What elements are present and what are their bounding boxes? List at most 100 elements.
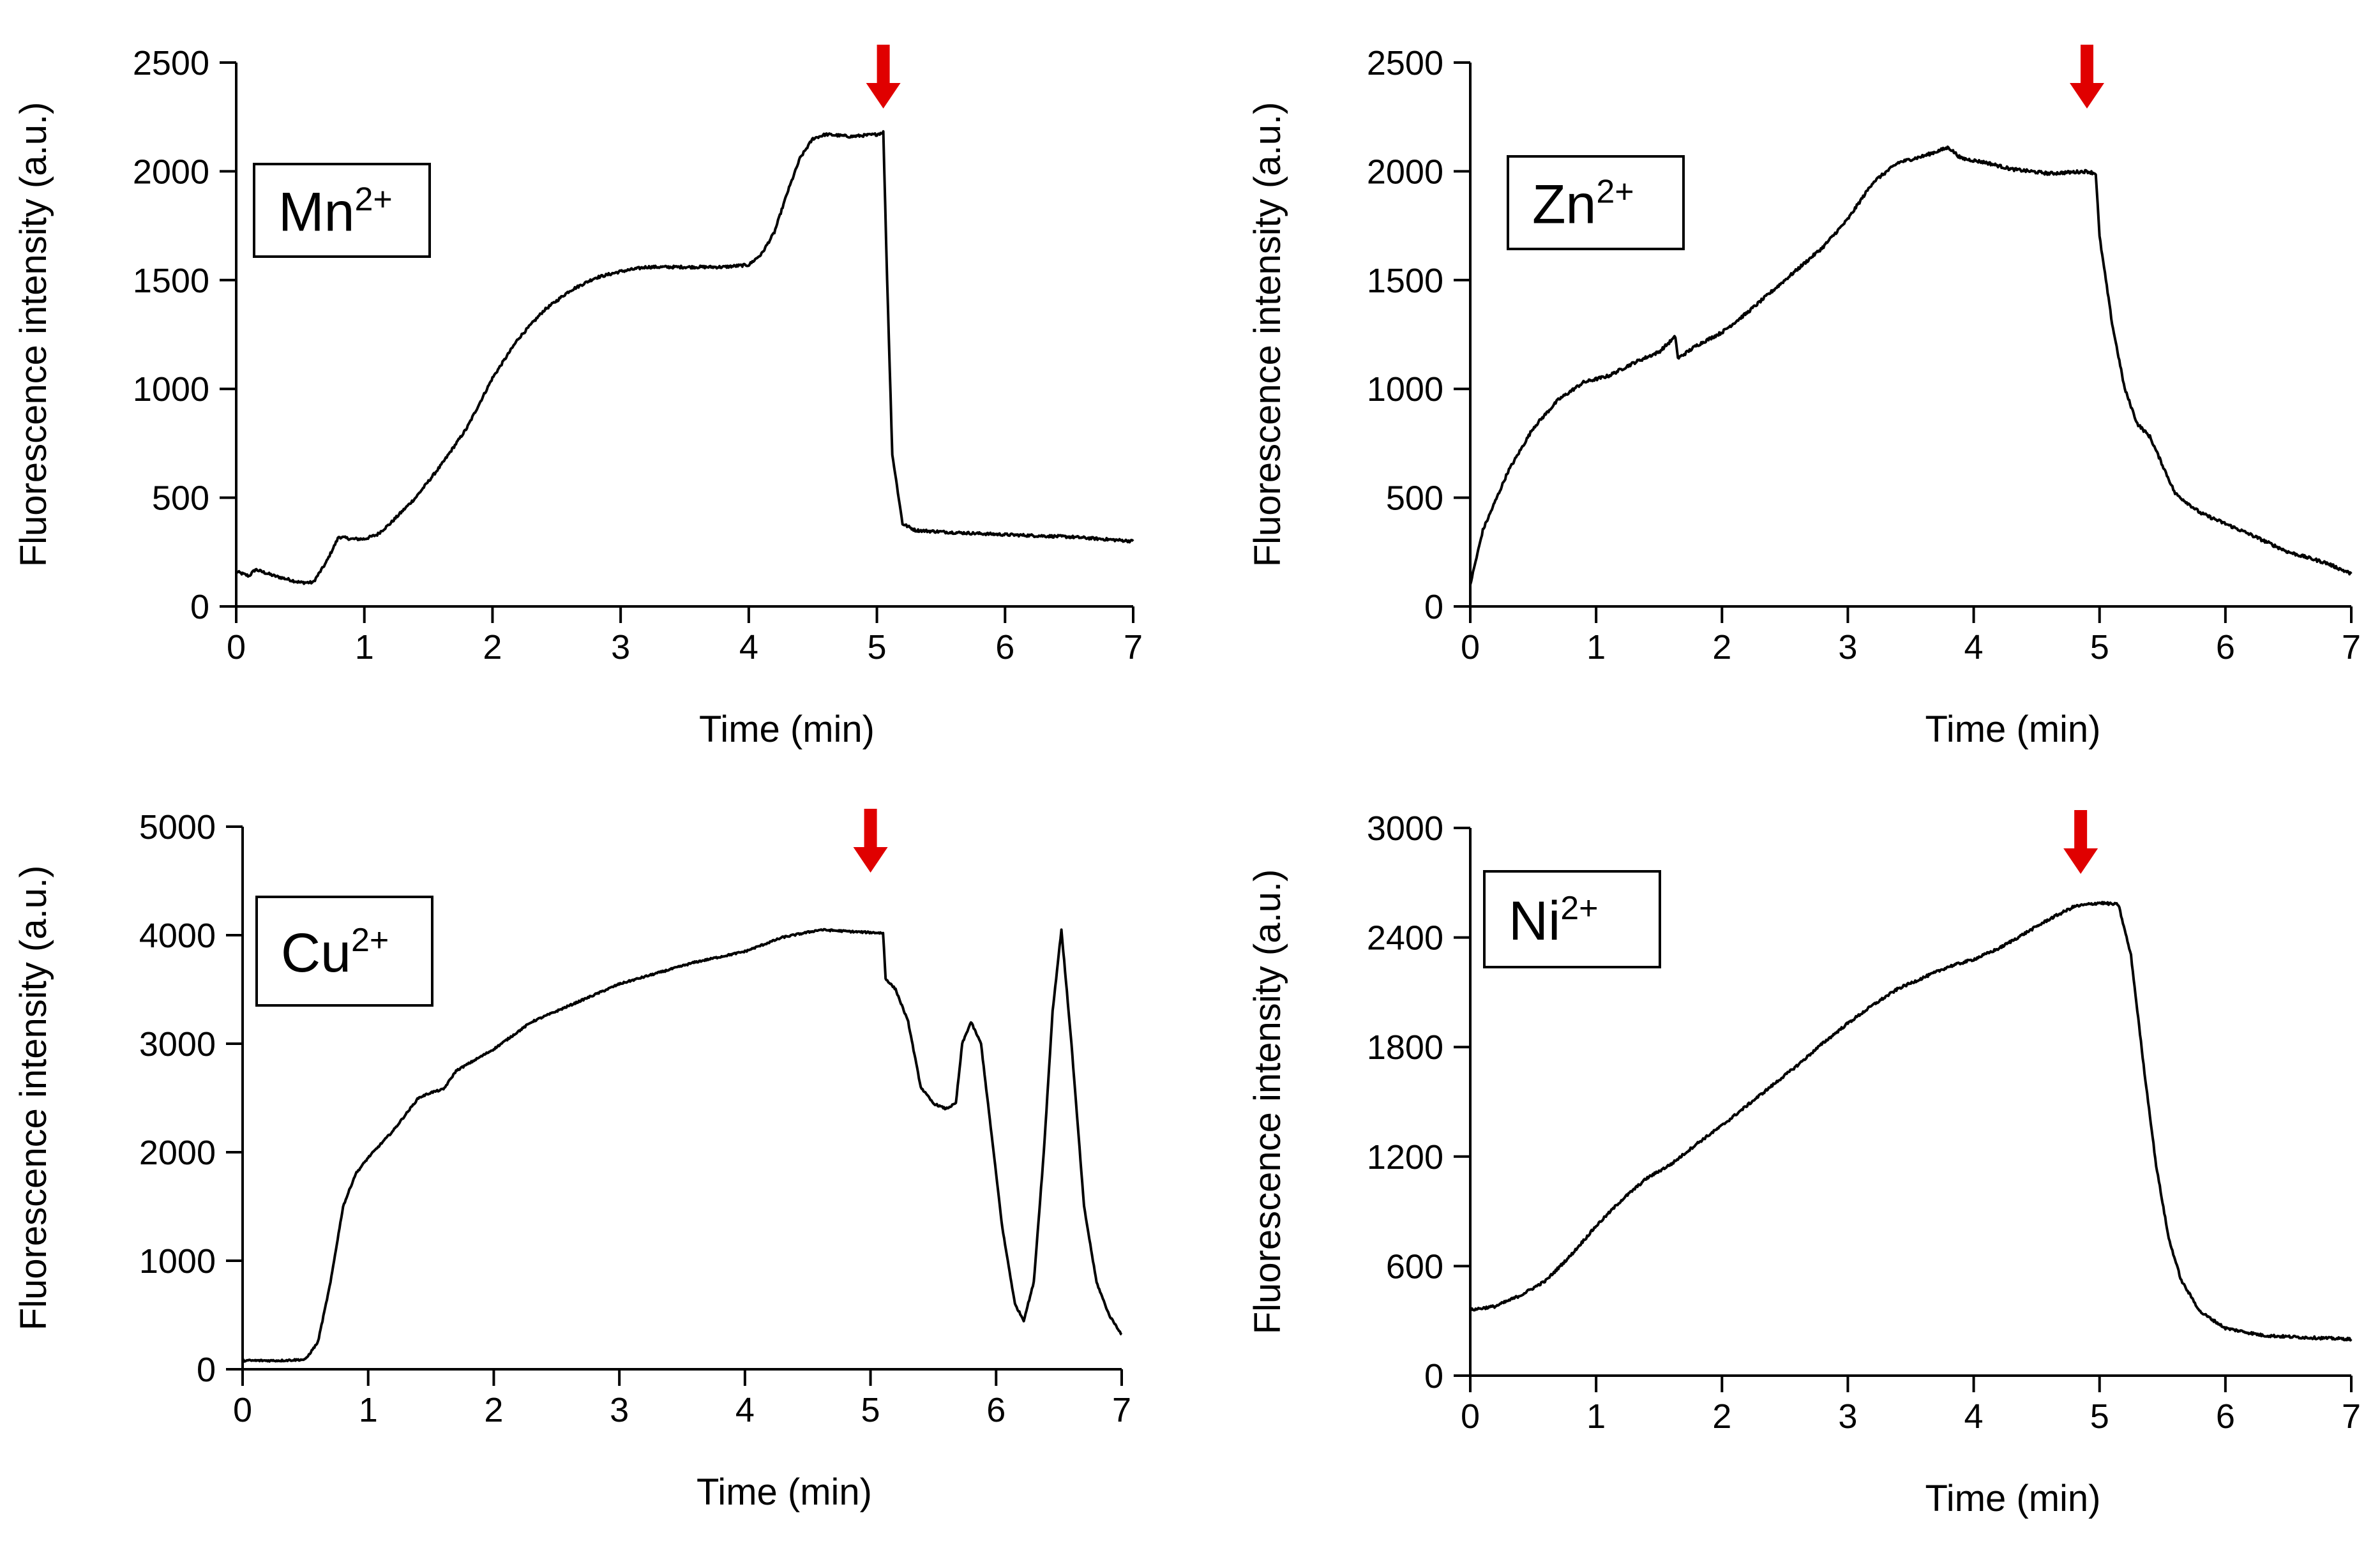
cu-ylabel: Fluorescence intensity (a.u.) — [13, 866, 54, 1331]
mn-y-ticks: 0 500 1000 1500 2000 2500 — [133, 44, 236, 626]
zn-ion-box — [1507, 155, 1685, 250]
cu-series-line — [242, 928, 1123, 1363]
mn-arrow — [866, 45, 901, 109]
mn-x-tick-label: 5 — [868, 628, 887, 666]
mn-arrow-shaft — [877, 45, 890, 84]
cu-ion-base: Cu — [281, 922, 351, 984]
panel-zn: 0 500 1000 1500 2000 2500 0 1 2 3 4 5 6 7 Fluorescen… — [1247, 44, 2361, 750]
zn-x-tick-label: 3 — [1838, 628, 1857, 666]
mn-y-tick-label: 2000 — [133, 153, 209, 191]
cu-arrow-shaft — [864, 809, 877, 848]
cu-x-ticks: 0 1 2 3 4 5 6 7 — [233, 1369, 1131, 1429]
cu-arrow — [853, 809, 888, 873]
mn-x-tick-label: 0 — [227, 628, 246, 666]
ni-arrow-head — [2063, 848, 2098, 874]
zn-ion-label: Zn2+ — [1532, 174, 1634, 236]
zn-xlabel: Time (min) — [1925, 709, 2101, 750]
mn-ion-sup: 2+ — [354, 181, 392, 218]
mn-x-tick-label: 3 — [611, 628, 630, 666]
cu-x-tick-label: 4 — [735, 1391, 755, 1429]
ni-ion-box — [1483, 870, 1661, 968]
mn-y-tick-label: 500 — [152, 479, 209, 518]
mn-x-tick-label: 1 — [355, 628, 374, 666]
cu-x-tick-label: 5 — [861, 1391, 880, 1429]
zn-series-line — [1469, 145, 2353, 585]
ni-ion-label: Ni2+ — [1509, 890, 1599, 952]
zn-x-tick-label: 2 — [1712, 628, 1731, 666]
ni-x-tick-label: 4 — [1964, 1397, 1984, 1436]
cu-ion-label: Cu2+ — [281, 922, 389, 984]
ni-xlabel: Time (min) — [1925, 1478, 2101, 1519]
ni-x-ticks: 0 1 2 3 4 5 6 7 — [1461, 1376, 2361, 1436]
mn-arrow-head — [866, 83, 901, 109]
ni-y-tick-label: 600 — [1386, 1247, 1443, 1286]
panel-mn: 0 500 1000 1500 2000 2500 0 1 2 3 4 5 6 7 Fluorescen… — [13, 44, 1143, 750]
zn-x-tick-label: 6 — [2216, 628, 2235, 666]
ni-y-tick-label: 1200 — [1367, 1138, 1443, 1176]
cu-x-tick-label: 1 — [359, 1391, 378, 1429]
ni-x-tick-label: 5 — [2090, 1397, 2109, 1436]
zn-y-tick-label: 2500 — [1367, 44, 1443, 82]
ni-ylabel: Fluorescence intensity (a.u.) — [1247, 869, 1288, 1335]
zn-y-tick-label: 1500 — [1367, 262, 1443, 300]
mn-x-tick-label: 6 — [995, 628, 1014, 666]
cu-ion-sup: 2+ — [351, 922, 389, 959]
mn-x-ticks: 0 1 2 3 4 5 6 7 — [227, 606, 1143, 666]
zn-ion-base: Zn — [1532, 174, 1596, 236]
zn-y-ticks: 0 500 1000 1500 2000 2500 — [1367, 44, 1470, 626]
zn-x-ticks: 0 1 2 3 4 5 6 7 — [1461, 606, 2361, 666]
ni-y-tick-label: 2400 — [1367, 919, 1443, 958]
mn-ion-box — [253, 163, 431, 258]
cu-x-tick-label: 6 — [986, 1391, 1005, 1429]
zn-x-tick-label: 1 — [1586, 628, 1606, 666]
panel-cu: 0 1000 2000 3000 4000 5000 0 1 2 3 4 5 6 7 Fluoresce… — [13, 808, 1131, 1513]
mn-ylabel: Fluorescence intensity (a.u.) — [13, 102, 54, 567]
zn-arrow — [2070, 45, 2104, 109]
zn-y-tick-label: 500 — [1386, 479, 1443, 518]
cu-x-tick-label: 3 — [610, 1391, 629, 1429]
mn-ion-label: Mn2+ — [278, 181, 393, 243]
zn-x-tick-label: 4 — [1964, 628, 1984, 666]
ni-series-line — [1469, 901, 2353, 1342]
ni-x-tick-label: 1 — [1586, 1397, 1606, 1436]
cu-y-tick-label: 3000 — [139, 1025, 216, 1063]
ni-arrow — [2063, 810, 2098, 874]
zn-y-tick-label: 2000 — [1367, 153, 1443, 191]
mn-y-tick-label: 0 — [190, 588, 209, 626]
cu-y-tick-label: 2000 — [139, 1134, 216, 1172]
ni-y-tick-label: 1800 — [1367, 1028, 1443, 1067]
mn-x-tick-label: 4 — [739, 628, 758, 666]
ni-y-tick-label: 3000 — [1367, 809, 1443, 848]
cu-y-tick-label: 5000 — [139, 808, 216, 846]
zn-ylabel: Fluorescence intensity (a.u.) — [1247, 102, 1288, 567]
ni-x-tick-label: 7 — [2342, 1397, 2361, 1436]
mn-ion-base: Mn — [278, 182, 354, 243]
mn-y-tick-label: 1500 — [133, 262, 209, 300]
ni-y-tick-label: 0 — [1424, 1357, 1443, 1395]
cu-y-tick-label: 1000 — [139, 1242, 216, 1281]
ni-x-tick-label: 2 — [1712, 1397, 1731, 1436]
ni-ion-sup: 2+ — [1560, 890, 1598, 927]
ni-ion-base: Ni — [1509, 890, 1560, 952]
cu-y-tick-label: 4000 — [139, 917, 216, 955]
cu-y-tick-label: 0 — [197, 1351, 216, 1389]
ni-arrow-shaft — [2074, 810, 2088, 850]
zn-y-tick-label: 1000 — [1367, 370, 1443, 409]
cu-x-tick-label: 0 — [233, 1391, 252, 1429]
cu-x-tick-label: 2 — [484, 1391, 503, 1429]
ni-x-tick-label: 3 — [1838, 1397, 1857, 1436]
cu-x-tick-label: 7 — [1112, 1391, 1131, 1429]
zn-x-tick-label: 0 — [1461, 628, 1480, 666]
ni-y-ticks: 0 600 1200 1800 2400 3000 — [1367, 809, 1470, 1395]
mn-y-tick-label: 1000 — [133, 370, 209, 409]
ni-x-tick-label: 0 — [1461, 1397, 1480, 1436]
panel-ni: 0 600 1200 1800 2400 3000 0 1 2 3 4 5 6 7 Fluorescen… — [1247, 809, 2361, 1519]
mn-y-tick-label: 2500 — [133, 44, 209, 82]
mn-xlabel: Time (min) — [699, 709, 875, 750]
mn-series-line — [235, 130, 1134, 585]
cu-y-ticks: 0 1000 2000 3000 4000 5000 — [139, 808, 243, 1389]
zn-arrow-head — [2070, 83, 2104, 109]
mn-x-tick-label: 7 — [1124, 628, 1143, 666]
zn-ion-sup: 2+ — [1596, 174, 1634, 211]
